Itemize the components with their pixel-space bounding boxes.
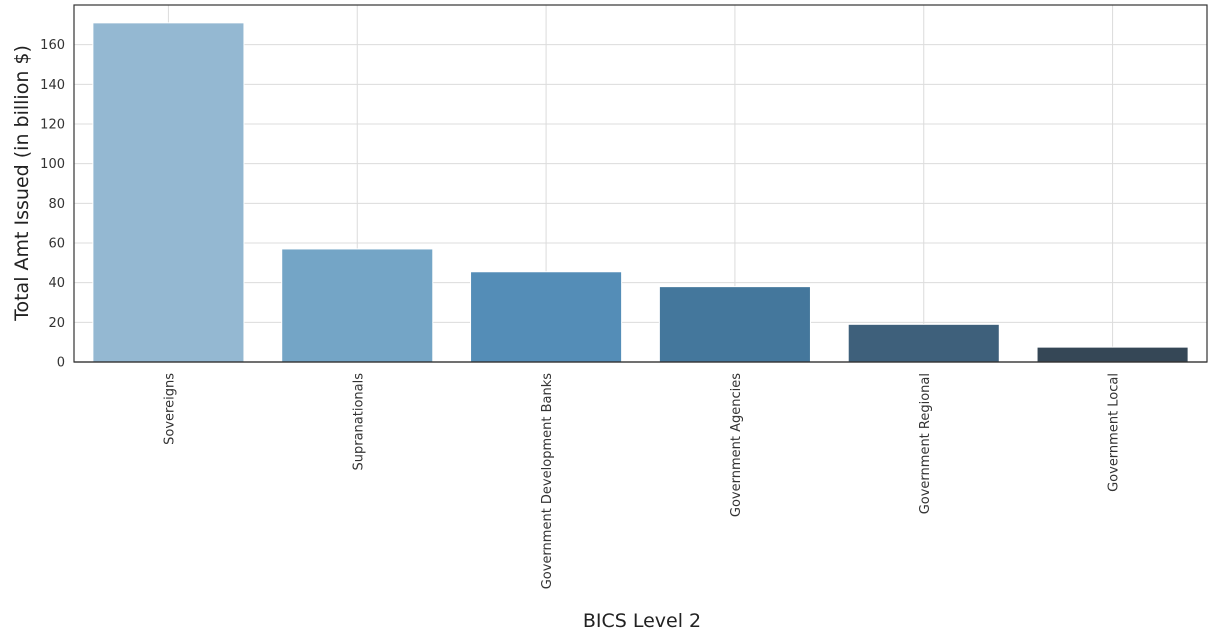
y-tick-label: 100	[40, 157, 65, 172]
y-axis-label: Total Amt Issued (in billion $)	[11, 45, 33, 322]
x-axis-label: BICS Level 2	[583, 610, 701, 632]
x-tick-label: Sovereigns	[162, 373, 177, 445]
x-tick-label: Supranationals	[351, 373, 366, 471]
y-tick-label: 160	[40, 38, 65, 53]
bar	[1036, 346, 1189, 363]
y-tick-label: 140	[40, 78, 65, 93]
bar	[847, 323, 1000, 363]
y-tick-label: 60	[48, 237, 65, 252]
bar	[92, 22, 245, 363]
x-tick-label: Government Regional	[918, 373, 933, 514]
x-tick-label: Government Development Banks	[540, 373, 555, 590]
bar	[470, 271, 623, 363]
x-tick-label: Government Agencies	[729, 373, 744, 517]
y-tick-label: 40	[48, 276, 65, 291]
plot-frame	[73, 4, 1208, 363]
x-tick-label: Government Local	[1107, 373, 1122, 492]
y-tick-labels: 0 20 40 60 80 100 120 140 160	[40, 38, 65, 370]
bar	[658, 286, 811, 363]
y-tick-label: 0	[57, 356, 65, 371]
y-tick-label: 20	[48, 316, 65, 331]
bars	[92, 22, 1189, 363]
bar	[281, 248, 434, 363]
x-category-labels: Sovereigns Supranationals Government Devel…	[162, 373, 1121, 590]
y-tick-label: 120	[40, 118, 65, 133]
grid	[74, 5, 1207, 362]
y-tick-label: 80	[48, 197, 65, 212]
